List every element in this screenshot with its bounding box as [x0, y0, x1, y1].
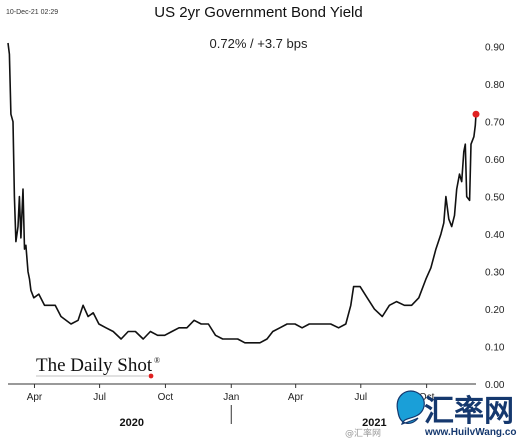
y-tick-label: 0.80 [485, 80, 505, 91]
y-tick-label: 0.70 [485, 118, 505, 129]
x-tick-label: Oct [419, 392, 435, 403]
huilvwang-logo-icon [396, 390, 425, 425]
last-point-marker [472, 110, 480, 118]
daily-shot-logo-mark: ® [154, 356, 160, 365]
year-label: 2020 [120, 417, 144, 429]
x-tick-label: Jan [223, 392, 239, 403]
year-labels: 2020 2021 [120, 417, 387, 429]
watermark-name: 汇率网 [424, 394, 514, 429]
year-label: 2021 [362, 417, 386, 429]
x-tick-label: Oct [158, 392, 174, 403]
y-tick-label: 0.90 [485, 43, 505, 54]
daily-shot-logo: The Daily Shot ® [36, 355, 160, 379]
x-tick-label: Jul [93, 392, 106, 403]
x-tick-label: Apr [27, 392, 43, 403]
y-axis-ticks: 0.00 0.10 0.20 0.30 0.40 0.50 0.60 0.70 0.80 0.90 [485, 43, 505, 391]
x-tick-label: Apr [288, 392, 304, 403]
x-tick-label: Jul [354, 392, 367, 403]
huilvwang-watermark: 汇率网 www.HuilvWang.com @汇率网 [345, 390, 517, 439]
y-tick-label: 0.30 [485, 268, 505, 279]
y-tick-label: 0.20 [485, 305, 505, 316]
timestamp: 10-Dec-21 02:29 [6, 9, 59, 16]
watermark-weibo: @汇率网 [345, 427, 381, 439]
chart-title: US 2yr Government Bond Yield [154, 4, 363, 21]
y-tick-label: 0.50 [485, 193, 505, 204]
y-tick-label: 0.00 [485, 380, 505, 391]
y-tick-label: 0.60 [485, 155, 505, 166]
daily-shot-logo-text: The Daily Shot [36, 355, 153, 376]
series-line-us-2yr-yield [7, 42, 477, 344]
y-tick-label: 0.40 [485, 230, 505, 241]
y-tick-label: 0.10 [485, 343, 505, 354]
chart-subtitle: 0.72% / +3.7 bps [209, 36, 308, 51]
watermark-url: www.HuilvWang.com [424, 427, 517, 438]
x-axis-ticks: Apr Jul Oct Jan Apr Jul Oct [27, 384, 435, 403]
